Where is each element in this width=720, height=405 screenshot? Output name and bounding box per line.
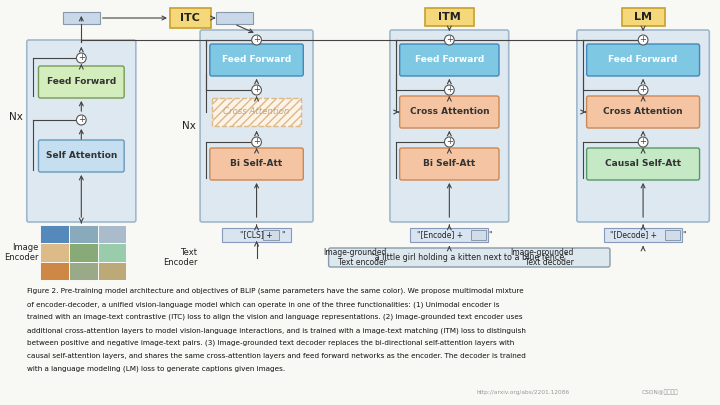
FancyBboxPatch shape xyxy=(400,44,499,76)
Text: Feed Forward: Feed Forward xyxy=(222,55,291,64)
Text: Self Attention: Self Attention xyxy=(45,151,117,160)
Text: +: + xyxy=(639,138,647,147)
Text: +: + xyxy=(253,36,260,45)
Bar xyxy=(425,8,474,26)
Bar xyxy=(40,243,69,262)
Text: "a little girl holding a kitten next to a blue fence": "a little girl holding a kitten next to … xyxy=(371,253,568,262)
Bar xyxy=(621,8,665,26)
FancyBboxPatch shape xyxy=(390,30,509,222)
Text: ITM: ITM xyxy=(438,12,461,22)
Bar xyxy=(40,262,69,280)
Text: Cross Attention: Cross Attention xyxy=(603,107,683,117)
Text: Feed Forward: Feed Forward xyxy=(608,55,678,64)
Bar xyxy=(665,230,680,240)
Text: ": " xyxy=(682,230,685,239)
Bar xyxy=(222,228,291,242)
Text: between positive and negative image-text pairs. (3) Image-grounded text decoder : between positive and negative image-text… xyxy=(27,340,514,347)
Text: +: + xyxy=(639,36,647,45)
Bar xyxy=(97,262,126,280)
FancyBboxPatch shape xyxy=(210,44,303,76)
Bar xyxy=(410,228,488,242)
Bar xyxy=(264,230,279,240)
Text: Feed Forward: Feed Forward xyxy=(415,55,484,64)
Text: "[Decode] +: "[Decode] + xyxy=(610,230,657,239)
Text: +: + xyxy=(446,36,453,45)
Circle shape xyxy=(252,85,261,95)
Text: "[Encode] +: "[Encode] + xyxy=(417,230,463,239)
Text: +: + xyxy=(78,53,85,62)
Bar xyxy=(471,230,486,240)
Text: "[CLS] +: "[CLS] + xyxy=(240,230,273,239)
Bar xyxy=(69,262,97,280)
Circle shape xyxy=(76,53,86,63)
Text: LM: LM xyxy=(634,12,652,22)
Bar xyxy=(40,225,69,243)
Text: +: + xyxy=(253,138,260,147)
FancyBboxPatch shape xyxy=(210,148,303,180)
Text: Causal Self-Att: Causal Self-Att xyxy=(605,160,681,168)
Text: Image
Encoder: Image Encoder xyxy=(4,243,38,262)
Text: ITC: ITC xyxy=(181,13,200,23)
Text: ": " xyxy=(488,230,492,239)
Bar xyxy=(69,243,97,262)
Text: +: + xyxy=(78,115,85,124)
Circle shape xyxy=(252,137,261,147)
Text: Cross Attention: Cross Attention xyxy=(410,107,489,117)
Text: +: + xyxy=(639,85,647,94)
Circle shape xyxy=(638,35,648,45)
Text: +: + xyxy=(253,85,260,94)
Text: CSDN@拒绝摆烂: CSDN@拒绝摆烂 xyxy=(642,389,679,395)
Text: Image-grounded
Text decoder: Image-grounded Text decoder xyxy=(510,248,574,267)
Circle shape xyxy=(444,35,454,45)
Text: Nx: Nx xyxy=(182,121,196,131)
Circle shape xyxy=(638,137,648,147)
Text: Image-grounded
Text encoder: Image-grounded Text encoder xyxy=(324,248,387,267)
Bar xyxy=(604,228,682,242)
Text: Feed Forward: Feed Forward xyxy=(47,77,116,87)
Text: +: + xyxy=(446,138,453,147)
Text: with a language modeling (LM) loss to generate captions given images.: with a language modeling (LM) loss to ge… xyxy=(27,366,285,373)
Bar xyxy=(216,12,253,24)
Circle shape xyxy=(444,85,454,95)
Text: causal self-attention layers, and shares the same cross-attention layers and fee: causal self-attention layers, and shares… xyxy=(27,353,526,359)
Text: Bi Self-Att: Bi Self-Att xyxy=(230,160,283,168)
Circle shape xyxy=(76,115,86,125)
Text: Cross Attention: Cross Attention xyxy=(223,107,289,117)
FancyBboxPatch shape xyxy=(587,96,700,128)
FancyBboxPatch shape xyxy=(38,66,124,98)
FancyBboxPatch shape xyxy=(400,148,499,180)
Bar xyxy=(63,12,100,24)
Text: http://arxiv.org/abs/2201.12086: http://arxiv.org/abs/2201.12086 xyxy=(477,390,570,395)
Bar xyxy=(212,98,302,126)
FancyBboxPatch shape xyxy=(587,148,700,180)
Circle shape xyxy=(252,35,261,45)
FancyBboxPatch shape xyxy=(577,30,709,222)
Text: trained with an image-text contrastive (ITC) loss to align the vision and langua: trained with an image-text contrastive (… xyxy=(27,314,523,320)
Bar xyxy=(97,225,126,243)
Text: Text
Encoder: Text Encoder xyxy=(163,248,197,267)
FancyBboxPatch shape xyxy=(587,44,700,76)
Text: additional cross-attention layers to model vision-language interactions, and is : additional cross-attention layers to mod… xyxy=(27,327,526,333)
Circle shape xyxy=(444,137,454,147)
Text: of encoder-decoder, a unified vision-language model which can operate in one of : of encoder-decoder, a unified vision-lan… xyxy=(27,301,499,307)
FancyBboxPatch shape xyxy=(38,140,124,172)
Text: Figure 2. Pre-training model architecture and objectives of BLIP (same parameter: Figure 2. Pre-training model architectur… xyxy=(27,288,523,294)
Text: +: + xyxy=(446,85,453,94)
FancyBboxPatch shape xyxy=(200,30,313,222)
Bar xyxy=(97,243,126,262)
Bar xyxy=(170,8,211,28)
FancyBboxPatch shape xyxy=(27,40,136,222)
Circle shape xyxy=(638,85,648,95)
FancyBboxPatch shape xyxy=(400,96,499,128)
Text: Bi Self-Att: Bi Self-Att xyxy=(423,160,475,168)
FancyBboxPatch shape xyxy=(328,248,610,267)
Bar xyxy=(69,225,97,243)
Text: ": " xyxy=(281,230,284,239)
Text: Nx: Nx xyxy=(9,112,23,122)
